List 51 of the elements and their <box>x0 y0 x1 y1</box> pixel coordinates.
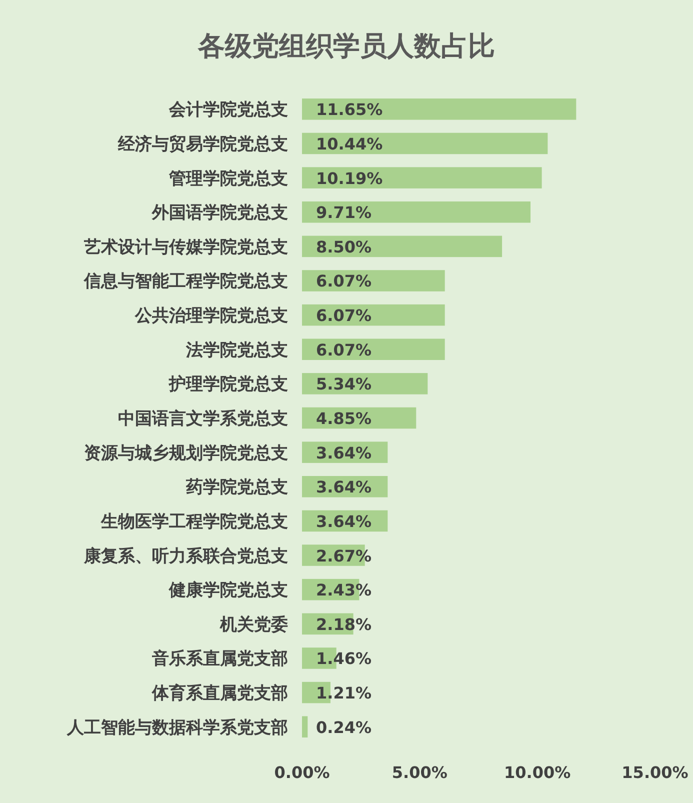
chart-title: 各级党组织学员人数占比 <box>197 31 495 62</box>
data-label: 2.43% <box>316 580 372 600</box>
y-tick-label: 会计学院党总支 <box>168 100 288 120</box>
bar <box>302 167 542 188</box>
y-tick-label: 艺术设计与传媒学院党总支 <box>83 237 288 258</box>
bar <box>302 236 502 258</box>
y-tick-label: 体育系直属党支部 <box>151 682 288 704</box>
data-label: 1.46% <box>316 649 372 668</box>
data-label: 3.64% <box>316 478 372 497</box>
y-tick-label: 护理学院党总支 <box>168 374 288 395</box>
y-tick-label: 信息与智能工程学院党总支 <box>83 272 288 292</box>
data-label: 9.71% <box>316 203 372 222</box>
y-tick-label: 健康学院党总支 <box>168 580 288 601</box>
y-tick-label: 人工智能与数据科学系党支部 <box>66 718 288 738</box>
data-label: 2.67% <box>316 546 372 566</box>
y-tick-label: 药学院党总支 <box>185 478 288 498</box>
data-label: 4.85% <box>316 409 372 428</box>
data-label: 8.50% <box>316 237 372 256</box>
y-tick-label: 法学院党总支 <box>185 340 288 360</box>
y-tick-label: 外国语学院党总支 <box>151 203 288 224</box>
bar <box>302 201 531 223</box>
y-tick-label: 资源与城乡规划学院党总支 <box>84 443 288 464</box>
data-label: 2.18% <box>316 614 372 634</box>
x-tick-label: 0.00% <box>274 763 330 782</box>
bar <box>302 338 445 360</box>
bar <box>302 98 576 120</box>
bar <box>302 270 445 292</box>
bar <box>302 132 548 154</box>
y-tick-label: 生物医学工程学院党总支 <box>100 512 288 532</box>
data-label: 10.19% <box>316 168 383 188</box>
y-tick-label: 公共治理学院党总支 <box>134 306 288 326</box>
x-tick-label: 5.00% <box>392 763 448 782</box>
x-tick-label: 15.00% <box>622 763 688 782</box>
data-label: 6.07% <box>316 272 372 291</box>
y-tick-label: 管理学院党总支 <box>168 168 288 189</box>
y-tick-label: 机关党委 <box>219 614 288 635</box>
x-tick-label: 10.00% <box>504 763 571 782</box>
data-label: 11.65% <box>316 100 383 120</box>
data-label: 3.64% <box>316 443 372 462</box>
data-label: 1.21% <box>316 684 372 703</box>
data-label: 5.34% <box>316 374 372 394</box>
y-tick-label: 康复系、听力系联合党总支 <box>83 546 288 566</box>
y-tick-label: 音乐系直属党支部 <box>151 649 288 670</box>
data-label: 6.07% <box>316 340 372 360</box>
y-tick-label: 经济与贸易学院党总支 <box>117 134 288 154</box>
data-label: 0.24% <box>316 718 372 737</box>
data-label: 10.44% <box>316 134 383 154</box>
y-tick-label: 中国语言文学系党总支 <box>118 409 288 429</box>
data-label: 3.64% <box>316 512 372 531</box>
bar <box>302 716 308 738</box>
data-label: 6.07% <box>316 306 372 326</box>
